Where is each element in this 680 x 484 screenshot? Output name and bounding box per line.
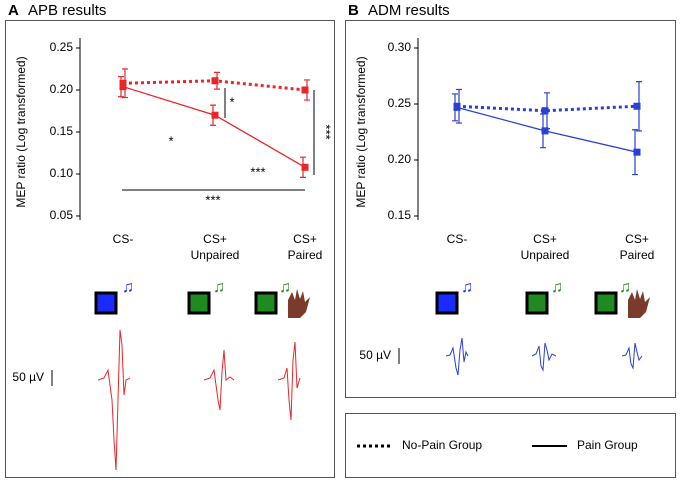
legend-label: No-Pain Group — [402, 438, 482, 452]
data-point — [119, 83, 127, 91]
x-tick-label: CS+ Paired — [620, 232, 655, 262]
x-tick-label: CS- — [447, 232, 468, 246]
significance: * — [229, 94, 234, 109]
y-tick-label: 0.25 — [50, 40, 74, 54]
data-point — [301, 163, 309, 171]
panel-label: B — [348, 2, 359, 19]
y-tick-label: 0.15 — [50, 124, 74, 138]
svg-text:♫: ♫ — [122, 279, 134, 296]
y-tick-label: 0.25 — [388, 96, 412, 110]
data-point — [211, 111, 219, 119]
legend-frame — [345, 413, 676, 478]
mep-traces-a — [97, 329, 301, 471]
chart-title: APB results — [28, 2, 106, 19]
y-axis-label: MEP ratio (Log transformed) — [14, 56, 28, 207]
stimulus-icons-b: ♫ ♫ ♫ — [435, 279, 650, 318]
x-tick-label: CS+ Unpaired — [191, 232, 240, 262]
scale-bar-label: 50 µV — [12, 370, 44, 384]
significance: *** — [205, 192, 220, 207]
y-tick-label: 0.20 — [50, 82, 74, 96]
x-tick-label: CS+ Unpaired — [521, 232, 570, 262]
panel-a-frame — [5, 20, 335, 478]
significance: * — [168, 133, 173, 148]
svg-text:♫: ♫ — [461, 279, 473, 296]
x-tick-label: CS- — [113, 232, 134, 246]
data-point — [633, 102, 641, 110]
data-point — [211, 77, 219, 85]
y-tick-label: 0.20 — [388, 152, 412, 166]
x-tick-label: CS+ Paired — [288, 232, 323, 262]
svg-text:♫: ♫ — [213, 279, 225, 296]
mep-traces-b — [445, 337, 643, 376]
data-point — [301, 86, 309, 94]
chart-title: ADM results — [368, 2, 450, 19]
svg-text:♫: ♫ — [619, 279, 631, 296]
stimulus-icons-a: ♫ ♫ ♫ — [94, 279, 310, 318]
panel-label: A — [8, 2, 19, 19]
legend-label: Pain Group — [577, 438, 638, 452]
svg-text:♫: ♫ — [279, 279, 291, 296]
panel-b-frame — [345, 20, 676, 398]
data-point — [453, 103, 461, 111]
y-tick-label: 0.15 — [388, 208, 412, 222]
svg-text:♫: ♫ — [551, 279, 563, 296]
y-tick-label: 0.10 — [50, 166, 74, 180]
scale-bar-label: 50 µV — [359, 348, 391, 362]
significance: *** — [250, 164, 265, 179]
significance: *** — [319, 124, 334, 139]
data-point — [633, 148, 641, 156]
y-tick-label: 0.30 — [388, 40, 412, 54]
data-point — [541, 127, 549, 135]
data-point — [541, 107, 549, 115]
y-tick-label: 0.05 — [50, 208, 74, 222]
y-axis-label: MEP ratio (Log transformed) — [354, 56, 368, 207]
data-line — [122, 86, 306, 168]
